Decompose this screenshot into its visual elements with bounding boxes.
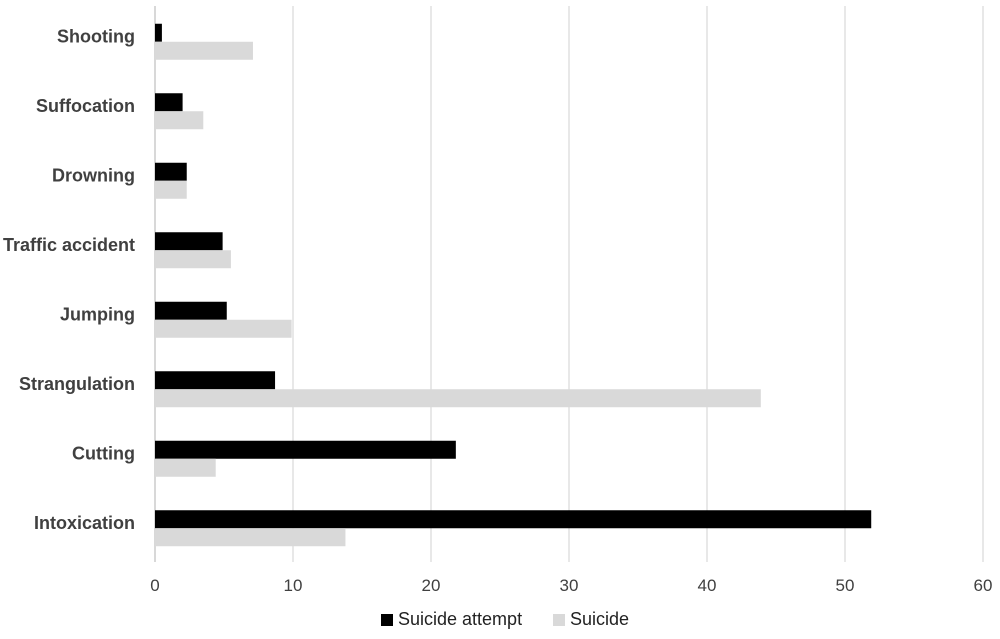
legend-swatch-suicide-attempt bbox=[381, 614, 393, 626]
category-label-cutting: Cutting bbox=[72, 444, 135, 464]
bar-suicide-strangulation bbox=[155, 389, 761, 408]
category-label-suffocation: Suffocation bbox=[36, 96, 135, 116]
bars bbox=[155, 23, 872, 547]
category-label-traffic-accident: Traffic accident bbox=[3, 235, 135, 255]
x-tick-label-0: 0 bbox=[150, 576, 159, 595]
gridlines bbox=[154, 6, 984, 562]
legend-label-suicide-attempt: Suicide attempt bbox=[398, 609, 522, 629]
category-label-strangulation: Strangulation bbox=[19, 374, 135, 394]
category-label-jumping: Jumping bbox=[60, 305, 135, 325]
bar-suicide-jumping bbox=[155, 319, 292, 338]
x-tick-label-10: 10 bbox=[284, 576, 303, 595]
legend-label-suicide: Suicide bbox=[570, 609, 629, 629]
x-tick-label-40: 40 bbox=[698, 576, 717, 595]
category-label-drowning: Drowning bbox=[52, 166, 135, 186]
category-labels: Shooting Suffocation Drowning Traffic accid… bbox=[3, 27, 135, 534]
bar-suicide-intoxication bbox=[155, 528, 346, 547]
bar-suicide-traffic-accident bbox=[155, 250, 231, 269]
bar-suicide-attempt-drowning bbox=[155, 162, 187, 181]
bar-suicide-attempt-strangulation bbox=[155, 371, 276, 390]
x-tick-label-50: 50 bbox=[836, 576, 855, 595]
x-tick-label-60: 60 bbox=[974, 576, 993, 595]
bar-suicide-suffocation bbox=[155, 111, 204, 130]
bar-suicide-attempt-traffic-accident bbox=[155, 232, 223, 251]
bar-suicide-drowning bbox=[155, 180, 187, 199]
bar-suicide-attempt-jumping bbox=[155, 301, 227, 320]
bar-suicide-shooting bbox=[155, 41, 253, 60]
legend-swatch-suicide bbox=[553, 614, 565, 626]
x-tick-label-30: 30 bbox=[560, 576, 579, 595]
legend: Suicide attempt Suicide bbox=[381, 609, 629, 629]
bar-suicide-attempt-cutting bbox=[155, 440, 456, 459]
x-tick-label-20: 20 bbox=[422, 576, 441, 595]
category-label-intoxication: Intoxication bbox=[34, 513, 135, 533]
category-label-shooting: Shooting bbox=[57, 27, 135, 47]
bar-suicide-attempt-suffocation bbox=[155, 93, 183, 112]
x-tick-labels: 0 10 20 30 40 50 60 bbox=[150, 576, 992, 595]
bar-suicide-cutting bbox=[155, 458, 216, 477]
bar-suicide-attempt-shooting bbox=[155, 23, 162, 42]
bar-suicide-attempt-intoxication bbox=[155, 510, 872, 529]
